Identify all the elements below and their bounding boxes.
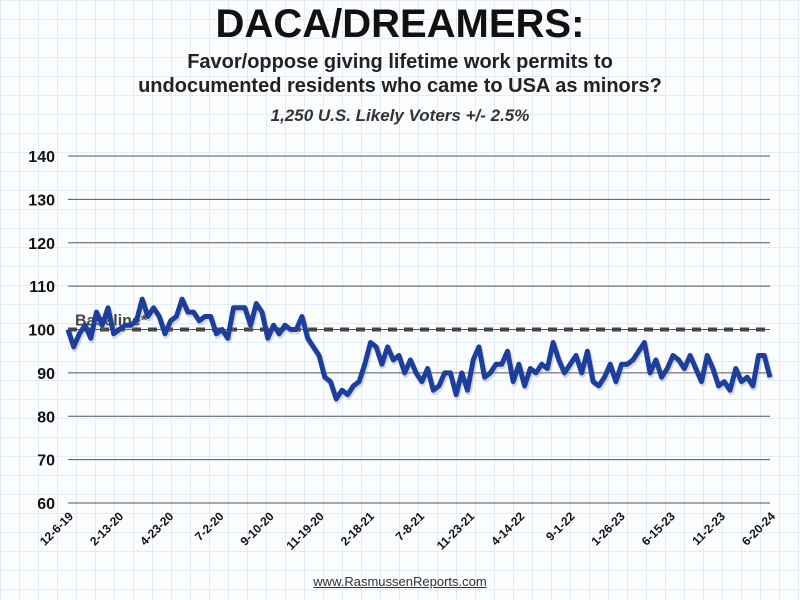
chart-subtitle: Favor/oppose giving lifetime work permit… (0, 50, 800, 98)
sample-note: 1,250 U.S. Likely Voters +/- 2.5% (270, 106, 530, 125)
y-tick-label: 60 (37, 496, 55, 513)
y-tick-label: 70 (37, 453, 55, 470)
x-tick-label: 2-18-21 (338, 509, 377, 548)
y-tick-label: 80 (37, 409, 55, 426)
x-tick-label: 4-14-22 (488, 509, 527, 548)
chart-title: DACA/DREAMERS: (215, 2, 585, 46)
y-tick-label: 130 (28, 192, 55, 209)
x-tick-label: 7-8-21 (393, 509, 428, 544)
x-tick-label: 7-2-20 (192, 509, 227, 544)
x-tick-label: 12-6-19 (37, 509, 76, 548)
y-tick-label: 110 (29, 279, 55, 296)
x-tick-label: 6-15-23 (639, 509, 678, 548)
x-tick-label: 11-2-23 (689, 509, 728, 548)
x-tick-label: 4-23-20 (137, 509, 176, 548)
source-link[interactable]: www.RasmussenReports.com (313, 574, 487, 589)
series-line (65, 296, 773, 402)
x-tick-label: 2-13-20 (87, 509, 126, 548)
y-tick-label: 100 (28, 323, 55, 340)
x-tick-label: 11-23-21 (434, 509, 478, 553)
y-tick-label: 140 (28, 149, 55, 166)
y-tick-label: 120 (28, 236, 55, 253)
subtitle-line-1: Favor/oppose giving lifetime work permit… (187, 51, 613, 73)
subtitle-line-2: undocumented residents who came to USA a… (138, 75, 662, 97)
x-tick-label: 9-1-22 (543, 509, 578, 544)
x-tick-label: 6-20-24 (739, 509, 778, 548)
x-tick-label: 1-26-23 (589, 509, 628, 548)
x-tick-label: 9-10-20 (238, 509, 277, 548)
y-tick-label: 90 (37, 366, 55, 383)
x-tick-label: 11-19-20 (283, 509, 327, 553)
